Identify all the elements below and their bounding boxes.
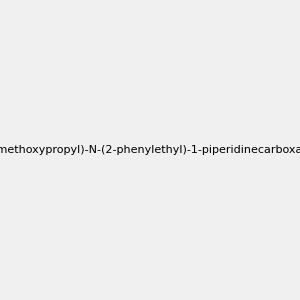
Text: 2-(3-methoxypropyl)-N-(2-phenylethyl)-1-piperidinecarboxamide: 2-(3-methoxypropyl)-N-(2-phenylethyl)-1-… (0, 145, 300, 155)
